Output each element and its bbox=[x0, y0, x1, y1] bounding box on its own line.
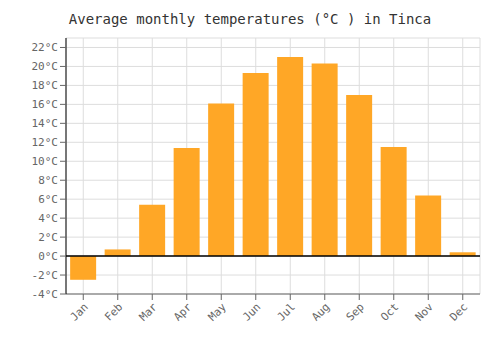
svg-text:Dec: Dec bbox=[447, 300, 470, 323]
svg-text:14°C: 14°C bbox=[32, 117, 59, 130]
svg-text:-4°C: -4°C bbox=[32, 288, 59, 301]
svg-text:Nov: Nov bbox=[413, 300, 437, 324]
svg-text:22°C: 22°C bbox=[32, 41, 59, 54]
svg-text:Jul: Jul bbox=[275, 300, 298, 323]
svg-text:6°C: 6°C bbox=[38, 193, 58, 206]
svg-text:8°C: 8°C bbox=[38, 174, 58, 187]
svg-text:20°C: 20°C bbox=[32, 60, 59, 73]
html-text:Average monthly temperatures (: Average monthly temperatures (°C ) in Ti… bbox=[68, 11, 432, 27]
svg-text:Mar: Mar bbox=[137, 300, 161, 324]
svg-text:2°C: 2°C bbox=[38, 231, 58, 244]
svg-text:-2°C: -2°C bbox=[32, 269, 59, 282]
svg-text:Sep: Sep bbox=[344, 300, 367, 323]
svg-text:Aug: Aug bbox=[309, 300, 332, 323]
svg-text:18°C: 18°C bbox=[32, 79, 59, 92]
svg-text:0°C: 0°C bbox=[38, 250, 58, 263]
svg-text:Jan: Jan bbox=[68, 300, 91, 323]
svg-text:16°C: 16°C bbox=[32, 98, 59, 111]
svg-text:4°C: 4°C bbox=[38, 212, 58, 225]
svg-text:Apr: Apr bbox=[171, 300, 195, 324]
svg-text:12°C: 12°C bbox=[32, 136, 59, 149]
svg-text:May: May bbox=[206, 300, 230, 324]
svg-text:Jun: Jun bbox=[240, 300, 263, 323]
svg-text:10°C: 10°C bbox=[32, 155, 59, 168]
svg-text:Feb: Feb bbox=[102, 300, 125, 323]
svg-text:Oct: Oct bbox=[378, 300, 401, 323]
